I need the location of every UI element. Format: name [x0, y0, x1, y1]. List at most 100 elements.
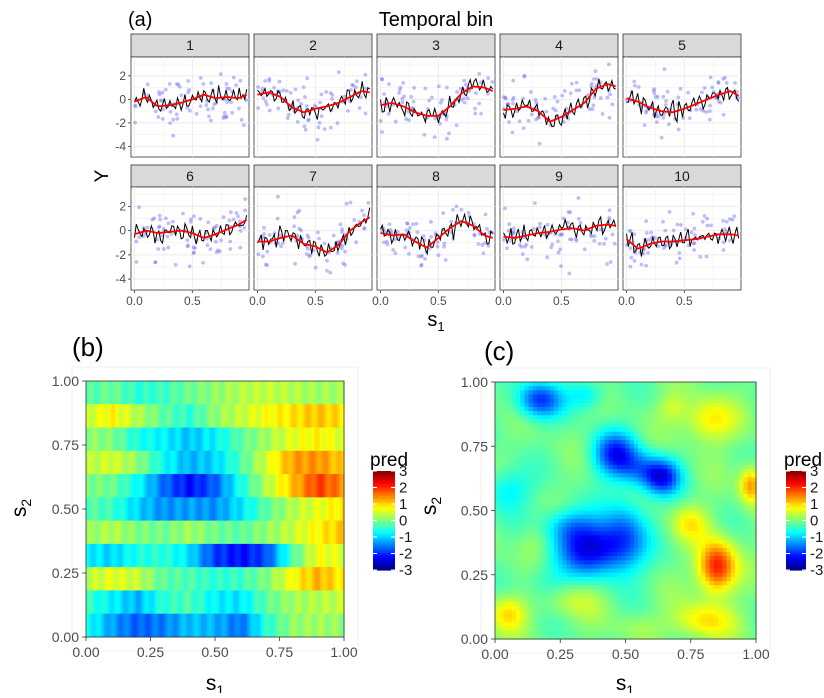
- heat-cell: [554, 498, 559, 503]
- heat-cell: [588, 432, 593, 437]
- heat-cell: [613, 556, 618, 561]
- heat-cell: [651, 403, 656, 408]
- heat-cell: [520, 564, 525, 569]
- heat-cell: [562, 461, 567, 466]
- heat-cell: [630, 448, 635, 453]
- data-point: [661, 116, 665, 120]
- heat-cell: [495, 469, 500, 474]
- heat-cell: [634, 502, 639, 507]
- data-point: [154, 109, 158, 113]
- heat-cell: [524, 506, 529, 511]
- heat-cell: [495, 515, 500, 520]
- heat-cell: [617, 560, 622, 565]
- data-point: [530, 113, 534, 117]
- heat-cell: [592, 606, 597, 611]
- heat-cell: [499, 560, 504, 565]
- heat-cell: [512, 452, 517, 457]
- heat-cell: [533, 465, 538, 470]
- heat-cell: [554, 540, 559, 545]
- heat-cell: [588, 606, 593, 611]
- heat-cell: [600, 502, 605, 507]
- heat-cell: [499, 469, 504, 474]
- heat-cell: [575, 452, 580, 457]
- heat-cell: [592, 515, 597, 520]
- data-point: [601, 112, 605, 116]
- data-point: [302, 85, 306, 89]
- heat-cell: [638, 486, 643, 491]
- heat-cell: [617, 598, 622, 603]
- heat-cell: [508, 465, 513, 470]
- data-point: [637, 85, 641, 89]
- heat-cell: [499, 540, 504, 545]
- heat-cell: [520, 556, 525, 561]
- heat-cell: [499, 403, 504, 408]
- heat-cell: [562, 465, 567, 470]
- data-point: [633, 84, 637, 88]
- heat-cell: [512, 581, 517, 586]
- heat-cell: [529, 461, 534, 466]
- heat-cell: [550, 618, 555, 623]
- heat-cell: [558, 407, 563, 412]
- heat-cell: [626, 523, 631, 528]
- heat-cell: [508, 622, 513, 627]
- heat-cell: [655, 564, 660, 569]
- heat-cell: [583, 428, 588, 433]
- heat-cell: [512, 477, 517, 482]
- heat-cell: [596, 419, 601, 424]
- heat-cell: [508, 399, 513, 404]
- panel-b-ylabel-sub: 2: [18, 499, 34, 507]
- heat-cell: [621, 552, 626, 557]
- heat-cell: [634, 490, 639, 495]
- panel-a-xlabel-main: s: [427, 309, 437, 331]
- heat-cell: [588, 465, 593, 470]
- heat-cell: [647, 481, 652, 486]
- heat-cell: [508, 498, 513, 503]
- heat-cell: [499, 490, 504, 495]
- heat-cell: [592, 618, 597, 623]
- heat-cell: [592, 473, 597, 478]
- heat-cell: [546, 593, 551, 598]
- heat-cell: [499, 614, 504, 619]
- heat-cell: [655, 569, 660, 574]
- heat-cell: [651, 569, 656, 574]
- heat-cell: [567, 411, 572, 416]
- heat-cell: [550, 515, 555, 520]
- heat-cell: [562, 423, 567, 428]
- heat-cell: [503, 515, 508, 520]
- heat-cell: [546, 577, 551, 582]
- heat-cell: [621, 419, 626, 424]
- heat-cell: [533, 436, 538, 441]
- heat-cell: [516, 602, 521, 607]
- heat-cell: [609, 606, 614, 611]
- heat-cell: [537, 631, 542, 636]
- data-point: [502, 238, 506, 242]
- heat-cell: [579, 502, 584, 507]
- data-point: [594, 69, 598, 73]
- heat-cell: [571, 444, 576, 449]
- data-point: [694, 108, 698, 112]
- heat-cell: [550, 577, 555, 582]
- heat-cell: [533, 502, 538, 507]
- heat-cell: [626, 423, 631, 428]
- heat-cell: [651, 544, 656, 549]
- heat-cell: [541, 540, 546, 545]
- heat-cell: [571, 452, 576, 457]
- heat-cell: [516, 535, 521, 540]
- heat-cell: [554, 614, 559, 619]
- heat-cell: [546, 411, 551, 416]
- data-point: [214, 240, 218, 244]
- heat-cell: [546, 440, 551, 445]
- heat-cell: [562, 428, 567, 433]
- heat-cell: [524, 544, 529, 549]
- heat-cell: [659, 627, 664, 632]
- heat-cell: [499, 577, 504, 582]
- data-point: [688, 116, 692, 120]
- heat-cell: [516, 386, 521, 391]
- heat-cell: [508, 432, 513, 437]
- heat-cell: [630, 444, 635, 449]
- heat-cell: [613, 602, 618, 607]
- heat-cell: [524, 531, 529, 536]
- data-point: [484, 213, 488, 217]
- heat-cell: [571, 428, 576, 433]
- heat-cell: [567, 448, 572, 453]
